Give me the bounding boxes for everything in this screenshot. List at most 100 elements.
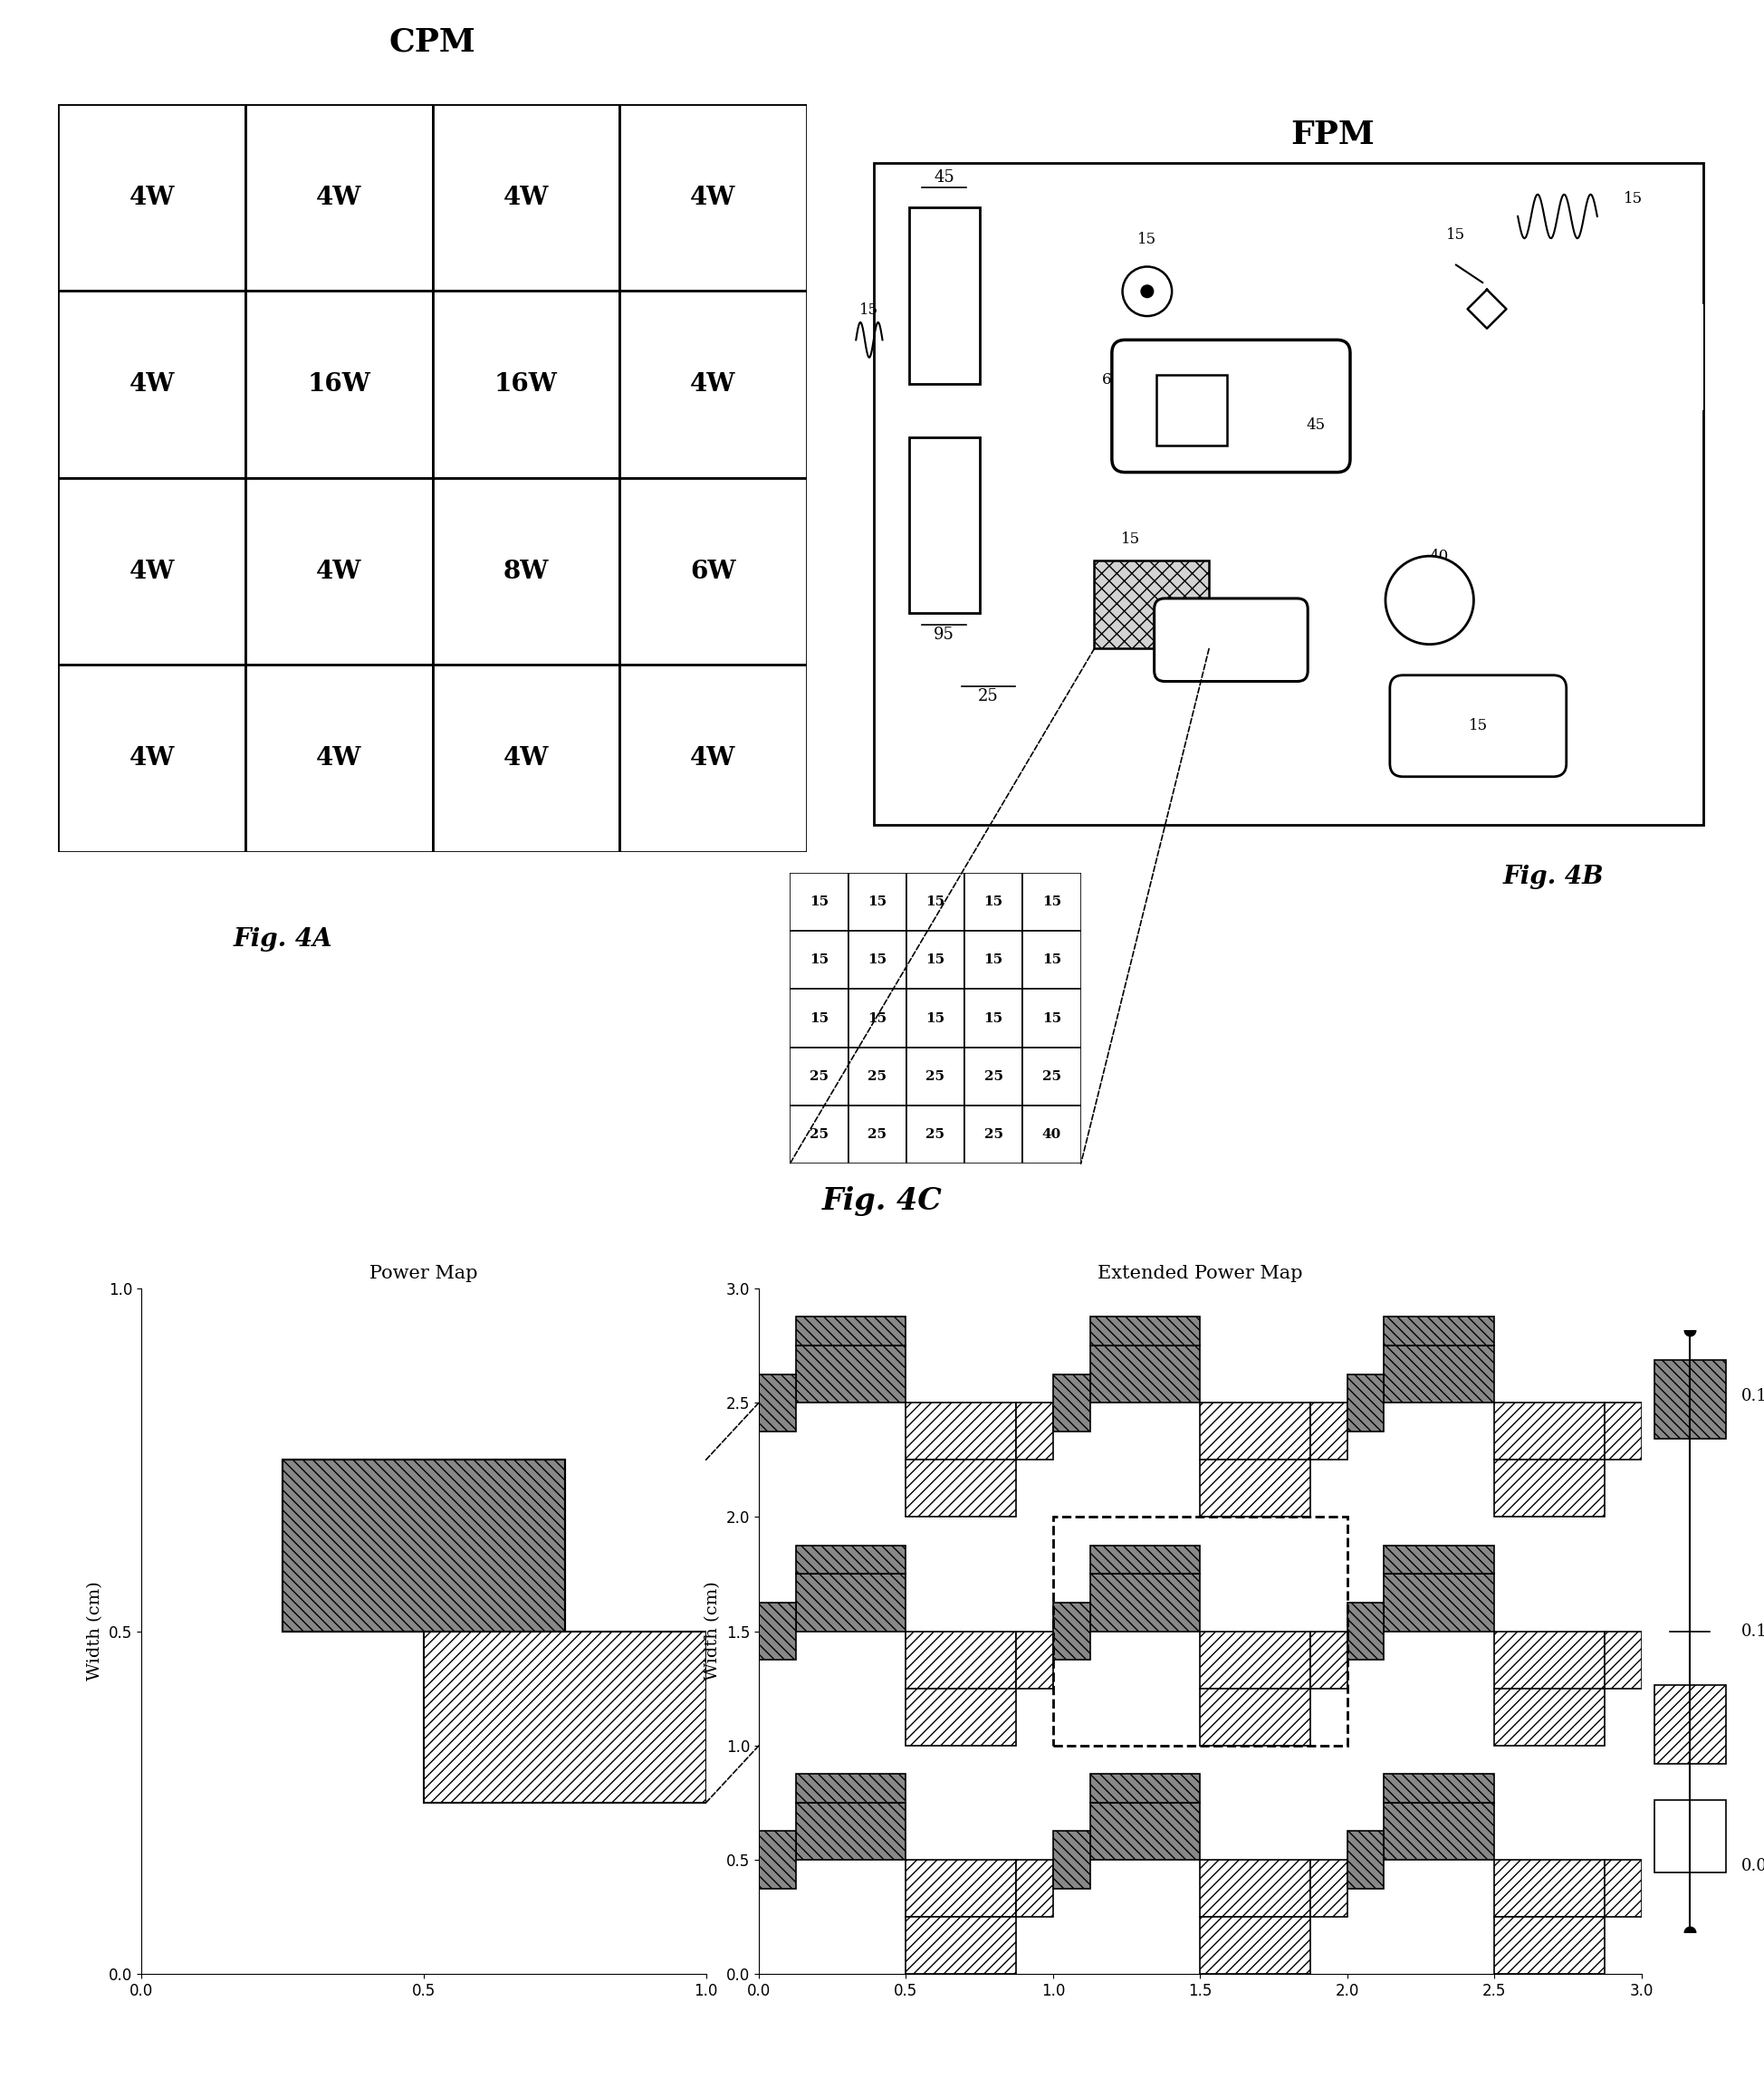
Text: 25: 25	[810, 1070, 827, 1083]
Bar	[908, 208, 979, 384]
Bar	[1021, 1047, 1080, 1105]
Text: 15: 15	[1623, 191, 1642, 206]
Text: 15: 15	[810, 896, 827, 908]
Bar	[1088, 1575, 1200, 1631]
Text: 25: 25	[810, 1128, 827, 1141]
Text: 15: 15	[810, 1012, 827, 1024]
Text: 4W: 4W	[690, 746, 736, 771]
Text: 40: 40	[1429, 549, 1448, 563]
Bar	[1494, 1687, 1603, 1746]
Bar	[58, 665, 245, 852]
Bar	[790, 931, 848, 989]
Bar	[1383, 1546, 1494, 1575]
Text: 4W: 4W	[690, 372, 736, 397]
Text: 0.10: 0.10	[1741, 1623, 1764, 1640]
Bar	[905, 1687, 1016, 1746]
Text: 40: 40	[1252, 636, 1272, 650]
Bar	[790, 873, 848, 931]
Bar	[619, 291, 806, 478]
Bar	[58, 478, 245, 665]
Bar	[963, 931, 1021, 989]
Bar	[759, 1374, 796, 1432]
Bar	[1053, 1517, 1346, 1746]
Bar	[1053, 1374, 1090, 1432]
Bar	[1200, 1631, 1309, 1687]
Title: Extended Power Map: Extended Power Map	[1097, 1266, 1302, 1282]
Circle shape	[1385, 557, 1473, 644]
Bar	[619, 478, 806, 665]
Text: 4W: 4W	[316, 559, 362, 584]
Bar	[1094, 561, 1208, 648]
Bar	[963, 1105, 1021, 1164]
Bar	[58, 291, 245, 478]
Bar	[58, 104, 245, 291]
Text: 40: 40	[1041, 1128, 1060, 1141]
FancyBboxPatch shape	[1390, 675, 1566, 777]
Bar	[907, 1047, 963, 1105]
Circle shape	[1122, 266, 1171, 316]
Bar	[432, 291, 619, 478]
Bar	[1088, 1804, 1200, 1860]
Bar	[1200, 1860, 1309, 1916]
Text: 15: 15	[984, 1012, 1002, 1024]
Bar	[796, 1347, 905, 1403]
Bar	[1658, 305, 1702, 411]
FancyBboxPatch shape	[1154, 598, 1307, 682]
Bar	[1053, 1602, 1090, 1660]
Bar	[1383, 1317, 1494, 1347]
Bar	[796, 1317, 905, 1347]
Bar	[905, 1860, 1016, 1916]
Bar	[796, 1575, 905, 1631]
Bar	[963, 1047, 1021, 1105]
Bar	[759, 1602, 796, 1660]
Bar	[619, 104, 806, 291]
Text: 25: 25	[977, 688, 998, 704]
Bar	[1309, 1631, 1346, 1687]
Bar	[790, 1105, 848, 1164]
Text: 65: 65	[1101, 372, 1120, 387]
Text: 15: 15	[868, 1012, 886, 1024]
Bar	[1016, 1860, 1053, 1916]
Text: 15: 15	[984, 954, 1002, 966]
Bar	[1200, 1403, 1309, 1459]
Bar	[963, 873, 1021, 931]
Bar	[1088, 1347, 1200, 1403]
Bar	[908, 436, 979, 613]
Text: 0.05: 0.05	[1741, 1858, 1764, 1874]
Text: 4W: 4W	[129, 746, 175, 771]
Circle shape	[1141, 285, 1154, 297]
Text: 15: 15	[1120, 532, 1140, 547]
Text: 15: 15	[810, 954, 827, 966]
Text: 8W: 8W	[503, 559, 549, 584]
Bar	[1016, 1631, 1053, 1687]
Bar	[907, 931, 963, 989]
Text: 25: 25	[984, 1128, 1002, 1141]
Bar	[1021, 931, 1080, 989]
Bar	[796, 1804, 905, 1860]
Bar	[1309, 1403, 1346, 1459]
Text: 25: 25	[868, 1070, 886, 1083]
Text: CPM: CPM	[388, 27, 476, 58]
Bar	[907, 989, 963, 1047]
Text: 4W: 4W	[316, 746, 362, 771]
Text: 15: 15	[1138, 233, 1155, 247]
Bar	[1346, 1374, 1383, 1432]
Bar	[1088, 1317, 1200, 1347]
Text: 25: 25	[984, 1070, 1002, 1083]
Bar	[282, 1459, 564, 1631]
Bar	[790, 989, 848, 1047]
Bar	[873, 164, 1702, 825]
Bar	[1653, 1800, 1725, 1872]
Text: 15: 15	[1043, 954, 1060, 966]
Text: 16W: 16W	[307, 372, 370, 397]
Bar	[1309, 1860, 1346, 1916]
Bar	[245, 478, 432, 665]
Bar	[1346, 1831, 1383, 1889]
Y-axis label: Width (cm): Width (cm)	[704, 1581, 721, 1681]
Bar	[1155, 376, 1226, 447]
Bar	[1494, 1860, 1603, 1916]
Bar	[1200, 1916, 1309, 1974]
Text: FPM: FPM	[1289, 118, 1374, 150]
Text: 15: 15	[859, 303, 878, 318]
Text: 15: 15	[1043, 1012, 1060, 1024]
